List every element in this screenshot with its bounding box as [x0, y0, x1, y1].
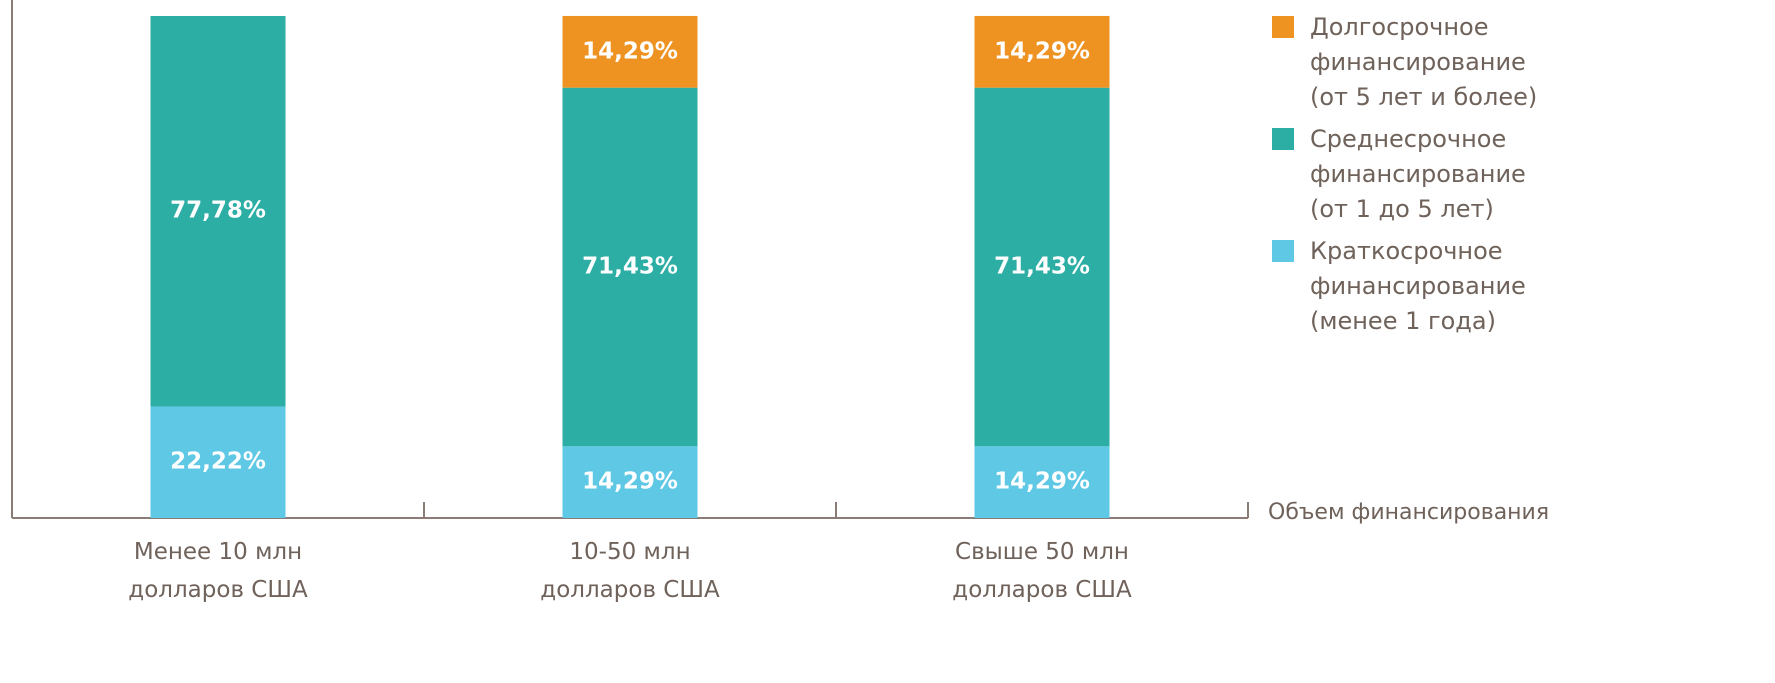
bar-segment — [562, 15, 698, 88]
data-label: 14,29% — [582, 38, 678, 64]
x-axis-label: Объем финансирования — [1268, 500, 1550, 525]
data-label: 71,43% — [582, 253, 678, 279]
legend-swatch — [1272, 128, 1294, 150]
data-label: 77,78% — [170, 198, 266, 224]
bar-segment — [562, 446, 698, 518]
x-tick-label: Свыше 50 млн долларов США — [952, 539, 1132, 603]
x-tick-label: Менее 10 млн долларов США — [128, 539, 308, 603]
bar-segment — [150, 16, 286, 407]
x-tick-label: 10-50 млн долларов США — [540, 539, 720, 603]
data-label: 14,29% — [994, 469, 1090, 495]
legend-swatch — [1272, 16, 1294, 38]
bar-segment — [974, 15, 1110, 88]
data-label: 14,29% — [994, 38, 1090, 64]
legend-label: Краткосрочное финансирование (менее 1 го… — [1310, 237, 1526, 335]
bar-segment — [562, 87, 698, 447]
bar-segment — [150, 406, 286, 518]
data-label: 71,43% — [994, 253, 1090, 279]
legend-label: Долгосрочное финансирование (от 5 лет и … — [1310, 13, 1538, 111]
bar-segment — [974, 446, 1110, 518]
bar-segment — [974, 87, 1110, 447]
legend-label: Среднесрочное финансирование (от 1 до 5 … — [1310, 125, 1526, 223]
data-label: 14,29% — [582, 469, 678, 495]
legend-swatch — [1272, 240, 1294, 262]
data-label: 22,22% — [170, 449, 266, 475]
